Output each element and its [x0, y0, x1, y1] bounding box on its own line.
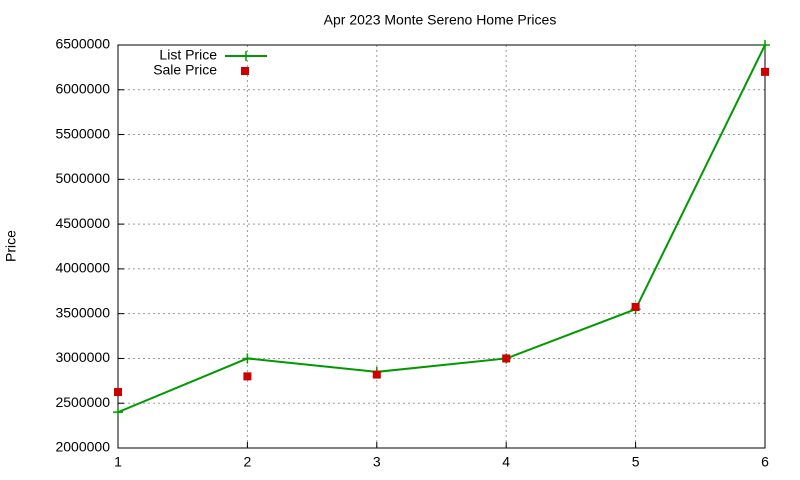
x-tick-label: 4 [502, 454, 510, 470]
point [760, 40, 770, 50]
x-tick-label: 2 [244, 454, 252, 470]
y-axis-label: Price [3, 230, 19, 262]
y-tick-label: 2000000 [55, 439, 110, 455]
series-line [117, 44, 766, 414]
y-tick-label: 5000000 [55, 170, 110, 186]
x-tick-label: 6 [761, 454, 769, 470]
y-tick-label: 6500000 [55, 36, 110, 52]
y-tick-label: 5500000 [55, 125, 110, 141]
x-tick-label: 3 [373, 454, 381, 470]
point [761, 67, 769, 76]
legend-label: List Price [159, 47, 217, 63]
point [631, 302, 640, 311]
legend-label: Sale Price [153, 62, 217, 78]
chart-title: Apr 2023 Monte Sereno Home Prices [324, 12, 557, 28]
legend-marker [241, 51, 251, 61]
y-tick-label: 4500000 [55, 215, 110, 231]
x-tick-label: 1 [114, 454, 122, 470]
x-tick-label: 5 [632, 454, 640, 470]
y-tick-label: 3500000 [55, 304, 110, 320]
y-tick-label: 2500000 [55, 394, 110, 410]
point [113, 407, 123, 418]
legend-marker [241, 67, 249, 75]
point [242, 353, 253, 364]
point [243, 372, 252, 381]
point [372, 370, 381, 379]
plot-frame [117, 44, 766, 449]
point [502, 354, 511, 363]
y-tick-label: 4000000 [55, 260, 110, 276]
point [114, 388, 122, 397]
y-tick-label: 6000000 [55, 80, 110, 96]
y-tick-label: 3000000 [55, 349, 110, 365]
